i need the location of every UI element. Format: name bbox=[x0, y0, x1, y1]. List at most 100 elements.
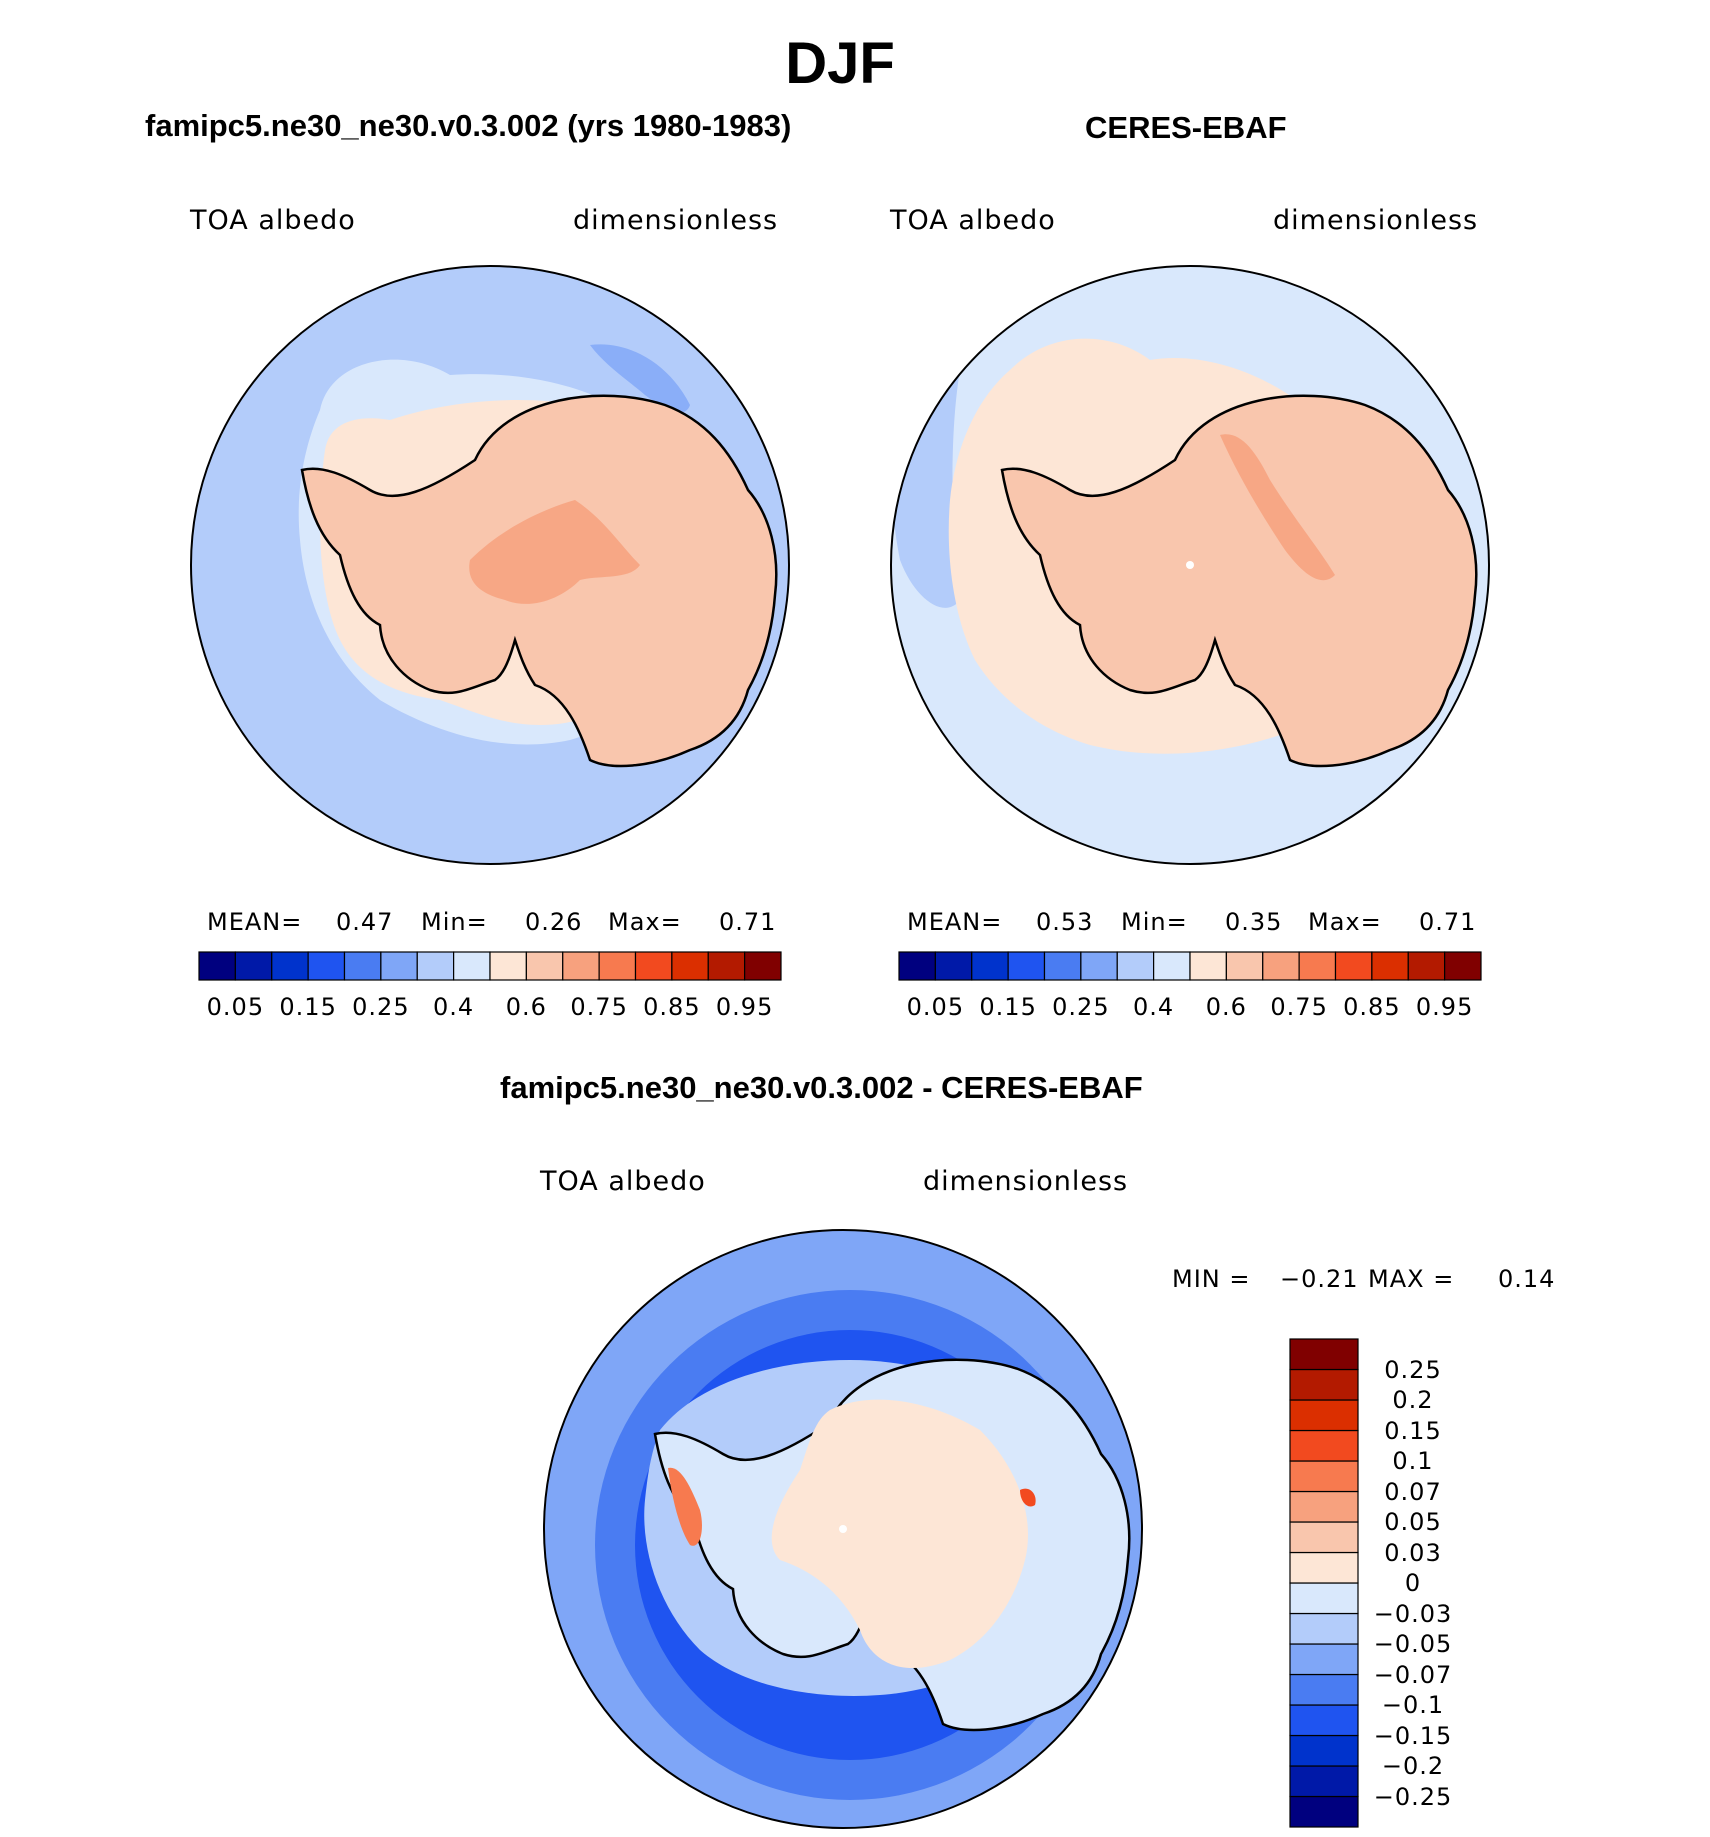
diff-peninsula-positive bbox=[668, 1467, 702, 1546]
model-colorbar-swatch bbox=[634, 951, 673, 981]
diff-min-label: MIN = bbox=[1172, 1265, 1251, 1293]
obs-colorbar-tick-label: 0.4 bbox=[1133, 993, 1175, 1021]
model-colorbar-swatch bbox=[744, 951, 782, 981]
model-max-label: Max= bbox=[608, 908, 682, 936]
obs-colorbar-swatch bbox=[1444, 951, 1482, 981]
diff-colorbar-tick-label: −0.07 bbox=[1373, 1660, 1453, 1689]
obs-colorbar-swatch bbox=[971, 951, 1009, 981]
model-colorbar-swatch bbox=[489, 951, 527, 981]
obs-colorbar-swatch bbox=[1007, 951, 1046, 981]
obs-colorbar-tick-label: 0.15 bbox=[979, 993, 1037, 1021]
obs-colorbar-tick-label: 0.25 bbox=[1052, 993, 1110, 1021]
model-colorbar-tick-label: 0.95 bbox=[715, 993, 774, 1021]
diff-colorbar-swatch bbox=[1289, 1429, 1359, 1462]
diff-colorbar-swatch bbox=[1289, 1338, 1359, 1371]
diff-colorbar-tick-label: −0.2 bbox=[1381, 1752, 1445, 1780]
obs-colorbar bbox=[898, 951, 1482, 981]
diff-colorbar-swatch bbox=[1289, 1460, 1359, 1493]
obs-colorbar-tick-label: 0.95 bbox=[1415, 993, 1474, 1021]
obs-colorbar-swatch bbox=[1225, 951, 1264, 981]
obs-pole-marker bbox=[1186, 561, 1194, 569]
model-colorbar-tick-label: 0.75 bbox=[570, 993, 628, 1021]
diff-east-antarctic-positive bbox=[771, 1399, 1028, 1669]
model-colorbar-swatch bbox=[271, 951, 309, 981]
model-colorbar-tick-label: 0.85 bbox=[643, 993, 701, 1021]
model-colorbar-swatch bbox=[598, 951, 637, 981]
obs-plateau-high bbox=[1220, 434, 1335, 581]
obs-colorbar-tick-label: 0.6 bbox=[1205, 993, 1247, 1021]
obs-max-value: 0.71 bbox=[1419, 908, 1477, 936]
diff-colorbar-tick-label: 0.1 bbox=[1392, 1447, 1434, 1475]
diff-colorbar-tick-label: −0.1 bbox=[1381, 1691, 1445, 1719]
model-panel-title: famipc5.ne30_ne30.v0.3.002 (yrs 1980-198… bbox=[145, 108, 792, 143]
obs-colorbar-swatch bbox=[898, 951, 936, 981]
diff-max-label: MAX = bbox=[1368, 1265, 1455, 1293]
diff-colorbar-tick-label: 0.2 bbox=[1392, 1386, 1434, 1414]
diff-min-value: −0.21 bbox=[1280, 1265, 1359, 1293]
obs-min-value: 0.35 bbox=[1225, 908, 1283, 936]
model-map-border bbox=[190, 265, 790, 865]
obs-colorbar-tick-label: 0.05 bbox=[906, 993, 965, 1021]
model-units-label: dimensionless bbox=[573, 205, 779, 236]
diff-colorbar-tick-label: 0 bbox=[1404, 1569, 1422, 1597]
diff-colorbar-tick-label: −0.03 bbox=[1373, 1599, 1453, 1628]
diff-colorbar-tick-label: 0.03 bbox=[1384, 1538, 1442, 1567]
diff-colorbar-tick-label: 0.15 bbox=[1384, 1416, 1442, 1445]
diff-colorbar-swatch bbox=[1289, 1643, 1359, 1676]
diff-colorbar-tick-label: −0.25 bbox=[1373, 1782, 1453, 1811]
obs-var-label: TOA albedo bbox=[890, 205, 1056, 236]
diff-colorbar-swatch bbox=[1289, 1765, 1359, 1798]
obs-map bbox=[891, 266, 1489, 864]
model-var-label: TOA albedo bbox=[190, 205, 356, 236]
obs-mean-value: 0.53 bbox=[1036, 908, 1094, 936]
model-colorbar-swatch bbox=[234, 951, 273, 981]
model-min-value: 0.26 bbox=[525, 908, 583, 936]
obs-units-label: dimensionless bbox=[1273, 205, 1479, 236]
model-max-value: 0.71 bbox=[719, 908, 777, 936]
diff-max-value: 0.14 bbox=[1498, 1265, 1556, 1293]
model-colorbar-swatch bbox=[307, 951, 346, 981]
diff-colorbar bbox=[1289, 1338, 1359, 1828]
obs-colorbar-swatch bbox=[934, 951, 973, 981]
model-map bbox=[191, 266, 789, 864]
model-colorbar-swatch bbox=[562, 951, 600, 981]
obs-colorbar-tick-label: 0.75 bbox=[1270, 993, 1328, 1021]
obs-colorbar-swatch bbox=[1262, 951, 1300, 981]
obs-colorbar-swatch bbox=[1407, 951, 1446, 981]
diff-pole-marker bbox=[839, 1525, 847, 1533]
diff-colorbar-swatch bbox=[1289, 1490, 1359, 1523]
obs-colorbar-swatch bbox=[1298, 951, 1337, 981]
diff-map bbox=[544, 1230, 1142, 1828]
model-plateau-high bbox=[469, 500, 640, 604]
model-colorbar-swatch bbox=[707, 951, 746, 981]
diff-var-label: TOA albedo bbox=[540, 1166, 706, 1197]
diff-colorbar-swatch bbox=[1289, 1734, 1359, 1767]
diff-units-label: dimensionless bbox=[923, 1166, 1129, 1197]
model-colorbar-tick-label: 0.15 bbox=[279, 993, 337, 1021]
diff-colorbar-swatch bbox=[1289, 1673, 1359, 1706]
diff-colorbar-swatch bbox=[1289, 1582, 1359, 1615]
diff-colorbar-swatch bbox=[1289, 1704, 1359, 1737]
obs-colorbar-swatch bbox=[1334, 951, 1373, 981]
model-colorbar-swatch bbox=[671, 951, 709, 981]
diff-colorbar-tick-label: 0.05 bbox=[1384, 1508, 1442, 1536]
diff-colorbar-tick-label: 0.25 bbox=[1384, 1355, 1442, 1384]
model-colorbar-swatch bbox=[380, 951, 418, 981]
model-ocean-low-band bbox=[590, 344, 690, 413]
obs-colorbar-swatch bbox=[1080, 951, 1118, 981]
diff-colorbar-swatch bbox=[1289, 1551, 1359, 1584]
model-colorbar-swatch bbox=[416, 951, 455, 981]
model-colorbar-tick-label: 0.4 bbox=[433, 993, 475, 1021]
model-colorbar bbox=[198, 951, 782, 981]
obs-colorbar-swatch bbox=[1153, 951, 1191, 981]
obs-colorbar-swatch bbox=[1189, 951, 1227, 981]
diff-colorbar-swatch bbox=[1289, 1612, 1359, 1645]
diff-colorbar-tick-label: 0.07 bbox=[1384, 1477, 1442, 1506]
model-mean-label: MEAN= bbox=[207, 908, 303, 936]
obs-panel-title: CERES-EBAF bbox=[1085, 110, 1287, 145]
obs-map-border bbox=[890, 265, 1490, 865]
obs-max-label: Max= bbox=[1308, 908, 1382, 936]
obs-colorbar-tick-label: 0.85 bbox=[1343, 993, 1401, 1021]
diff-colorbar-tick-label: −0.15 bbox=[1373, 1721, 1453, 1750]
